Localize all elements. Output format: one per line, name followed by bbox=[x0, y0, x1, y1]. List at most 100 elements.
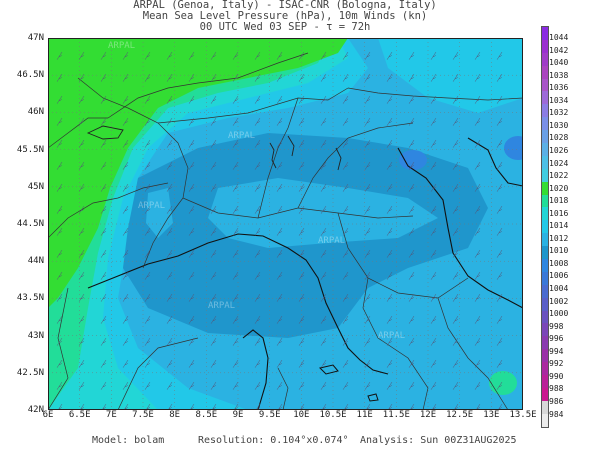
wind-barb bbox=[474, 381, 481, 390]
wind-barb bbox=[298, 227, 305, 236]
wind-barb bbox=[430, 161, 437, 170]
wind-barb bbox=[408, 293, 415, 302]
wind-barb bbox=[188, 381, 195, 390]
wind-barb bbox=[101, 403, 107, 410]
wind-barb bbox=[452, 139, 459, 148]
wind-barb bbox=[386, 249, 393, 258]
wind-barb bbox=[78, 337, 85, 346]
wind-barbs bbox=[56, 51, 503, 410]
wind-barb bbox=[56, 271, 63, 280]
wind-barb bbox=[100, 227, 107, 236]
wind-barb bbox=[342, 205, 349, 214]
wind-barb bbox=[364, 139, 371, 148]
wind-barb bbox=[254, 51, 261, 60]
wind-barb bbox=[122, 315, 129, 324]
colorbar-segment bbox=[542, 91, 548, 105]
lat-label: 45.5N bbox=[16, 144, 44, 155]
watermark-1: ARPAL bbox=[108, 41, 135, 51]
wind-barb bbox=[277, 403, 283, 410]
wind-barb bbox=[78, 205, 85, 214]
wind-barb bbox=[474, 271, 481, 280]
wind-barb bbox=[496, 337, 503, 346]
wind-barb bbox=[210, 183, 217, 192]
wind-barb bbox=[144, 117, 151, 126]
wind-barb bbox=[386, 95, 393, 104]
wind-barb bbox=[430, 381, 437, 390]
wind-barb bbox=[298, 73, 305, 82]
wind-barb bbox=[342, 337, 349, 346]
wind-barb bbox=[342, 51, 349, 60]
wind-barb bbox=[188, 205, 195, 214]
wind-barb bbox=[320, 249, 327, 258]
wind-barb bbox=[408, 249, 415, 258]
lake-maggiore bbox=[269, 142, 277, 169]
wind-barb bbox=[386, 359, 393, 368]
coastline-adriatic bbox=[397, 147, 523, 309]
wind-barb bbox=[166, 381, 173, 390]
lat-label: 44N bbox=[27, 256, 44, 267]
wind-barb bbox=[56, 73, 63, 82]
lat-label: 46N bbox=[27, 107, 44, 118]
colorbar-label: 1002 bbox=[549, 296, 569, 306]
wind-barb bbox=[254, 161, 261, 170]
wind-barb bbox=[276, 359, 283, 368]
wind-barb bbox=[431, 403, 437, 410]
wind-barb bbox=[364, 95, 371, 104]
colorbar-label: 1028 bbox=[549, 133, 569, 143]
wind-barb bbox=[342, 73, 349, 82]
wind-barb bbox=[232, 51, 239, 60]
wind-barb bbox=[232, 117, 239, 126]
wind-barb bbox=[188, 139, 195, 148]
wind-barb bbox=[298, 139, 305, 148]
wind-barb bbox=[144, 227, 151, 236]
wind-barb bbox=[232, 161, 239, 170]
wind-barb bbox=[430, 139, 437, 148]
wind-barb bbox=[496, 293, 503, 302]
wind-barb bbox=[342, 359, 349, 368]
wind-barb bbox=[342, 161, 349, 170]
colorbar-label: 1004 bbox=[549, 284, 569, 293]
colorbar-label: 996 bbox=[549, 334, 564, 344]
wind-barb bbox=[188, 271, 195, 280]
colorbar-segment bbox=[542, 375, 548, 388]
wind-barb bbox=[123, 403, 129, 410]
wind-barb bbox=[474, 161, 481, 170]
colorbar-segment bbox=[542, 27, 548, 40]
colorbar-label: 1020 bbox=[549, 183, 569, 193]
wind-barb bbox=[320, 271, 327, 280]
wind-barb bbox=[210, 315, 217, 324]
wind-barb bbox=[430, 359, 437, 368]
colorbar-segment bbox=[542, 168, 548, 182]
wind-barb bbox=[342, 315, 349, 324]
colorbar-segment bbox=[542, 65, 548, 79]
wind-barb bbox=[474, 205, 481, 214]
wind-barb bbox=[386, 337, 393, 346]
colorbar-label: 1018 bbox=[549, 196, 569, 206]
wind-barb bbox=[188, 73, 195, 82]
wind-barb bbox=[122, 51, 129, 60]
wind-barb bbox=[474, 51, 481, 60]
wind-barb bbox=[474, 359, 481, 368]
wind-barb bbox=[78, 117, 85, 126]
wind-barb bbox=[408, 95, 415, 104]
wind-barb bbox=[254, 183, 261, 192]
colorbar-label: 1030 bbox=[549, 120, 569, 130]
wind-barb bbox=[210, 337, 217, 346]
wind-barb bbox=[56, 227, 63, 236]
wind-barb bbox=[276, 95, 283, 104]
wind-barb bbox=[320, 293, 327, 302]
wind-barb bbox=[78, 315, 85, 324]
watermark-5: ARPAL bbox=[208, 301, 235, 311]
wind-barb bbox=[364, 227, 371, 236]
wind-barb bbox=[320, 117, 327, 126]
wind-barb bbox=[100, 271, 107, 280]
colorbar-segment bbox=[542, 297, 548, 311]
wind-barb bbox=[452, 183, 459, 192]
wind-barb bbox=[210, 161, 217, 170]
wind-barb bbox=[298, 51, 305, 60]
wind-barb bbox=[232, 315, 239, 324]
watermark-3: ARPAL bbox=[138, 201, 165, 211]
wind-barb bbox=[232, 293, 239, 302]
wind-barb bbox=[386, 293, 393, 302]
wind-barb bbox=[56, 183, 63, 192]
